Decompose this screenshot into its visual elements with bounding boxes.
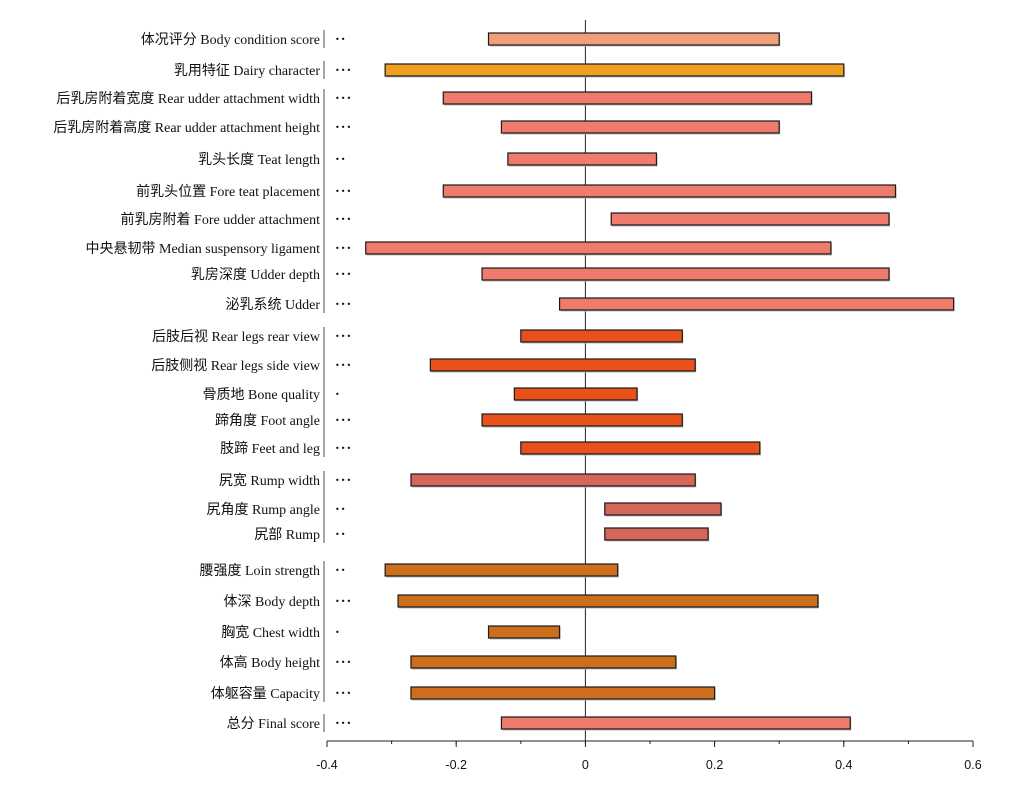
row-label: 体高 Body height — [220, 654, 320, 671]
row-label: 后乳房附着高度 Rear udder attachment height — [53, 119, 320, 136]
bar — [500, 716, 851, 730]
significance-marker: •• — [335, 505, 346, 514]
bar — [604, 527, 709, 541]
bar — [429, 358, 696, 372]
significance-marker: ••• — [335, 215, 352, 224]
bar — [384, 63, 845, 77]
row-label: 后肢侧视 Rear legs side view — [151, 358, 321, 374]
row-label: 后乳房附着宽度 Rear udder attachment width — [56, 90, 320, 107]
bar — [442, 184, 897, 198]
bar — [604, 502, 722, 516]
row-label: 总分 Final score — [227, 716, 320, 732]
significance-marker: ••• — [335, 300, 352, 309]
bar — [410, 686, 716, 700]
row-labels: 体况评分 Body condition score 乳用特征 Dairy char… — [53, 32, 321, 732]
bar — [410, 655, 677, 669]
significance-marker: ••• — [335, 597, 352, 606]
significance-marker: ••• — [335, 270, 352, 279]
significance-markers: ••••••••••••••••••••••••••••••••••••••••… — [335, 35, 352, 728]
significance-marker: ••• — [335, 332, 352, 341]
x-tick-label: 0.2 — [706, 758, 723, 772]
row-label: 前乳房附着 Fore udder attachment — [121, 211, 321, 228]
x-tick-label: -0.2 — [445, 758, 467, 772]
row-label: 体躯容量 Capacity — [211, 685, 320, 702]
bar — [410, 473, 696, 487]
significance-marker: ••• — [335, 444, 352, 453]
x-tick-label: -0.4 — [316, 758, 338, 772]
significance-marker: •• — [335, 155, 346, 164]
significance-marker: ••• — [335, 476, 352, 485]
significance-marker: ••• — [335, 689, 352, 698]
row-label: 乳房深度 Udder depth — [191, 267, 320, 283]
row-label: 尻角度 Rump angle — [206, 502, 320, 518]
row-label: 乳用特征 Dairy character — [174, 63, 320, 79]
significance-marker: ••• — [335, 719, 352, 728]
significance-marker: ••• — [335, 416, 352, 425]
bar — [520, 441, 761, 455]
row-label: 中央悬韧带 Median suspensory ligament — [86, 241, 321, 257]
bar — [397, 594, 819, 608]
significance-marker: ••• — [335, 658, 352, 667]
significance-marker: • — [335, 628, 341, 637]
significance-marker: ••• — [335, 244, 352, 253]
bar — [558, 297, 955, 311]
row-label: 体深 Body depth — [224, 594, 320, 610]
row-label: 后肢后视 Rear legs rear view — [152, 329, 321, 345]
x-tick-label: 0.6 — [964, 758, 981, 772]
bar — [507, 152, 658, 166]
x-axis: -0.4 -0.2 0 0.2 0.4 0.6 — [316, 740, 982, 772]
row-label: 体况评分 Body condition score — [141, 32, 320, 48]
row-label: 骨质地 Bone quality — [203, 387, 320, 403]
significance-marker: ••• — [335, 66, 352, 75]
bar — [384, 563, 619, 577]
bar — [520, 329, 683, 343]
row-label: 泌乳系统 Udder — [226, 297, 321, 313]
x-tick-label: 0 — [582, 758, 589, 772]
significance-marker: ••• — [335, 123, 352, 132]
bar — [610, 212, 890, 226]
row-label: 胸宽 Chest width — [221, 624, 320, 641]
significance-marker: • — [335, 390, 341, 399]
significance-marker: ••• — [335, 94, 352, 103]
bar — [487, 32, 780, 46]
bar — [513, 387, 638, 401]
row-label: 前乳头位置 Fore teat placement — [136, 183, 320, 200]
row-label: 肢蹄 Feet and leg — [220, 440, 320, 457]
significance-marker: ••• — [335, 187, 352, 196]
x-tick-label: 0.4 — [835, 758, 852, 772]
bars — [365, 32, 955, 731]
bar — [365, 241, 832, 255]
row-label: 乳头长度 Teat length — [198, 152, 320, 168]
bar — [481, 413, 683, 427]
row-label: 尻部 Rump — [254, 527, 320, 543]
row-label: 尻宽 Rump width — [219, 472, 320, 489]
significance-marker: •• — [335, 566, 346, 575]
bar — [442, 91, 813, 105]
row-label: 蹄角度 Foot angle — [215, 412, 320, 429]
significance-marker: •• — [335, 530, 346, 539]
bar — [487, 625, 561, 639]
row-label: 腰强度 Loin strength — [199, 563, 320, 579]
bar — [481, 267, 890, 281]
significance-marker: •• — [335, 35, 346, 44]
significance-marker: ••• — [335, 361, 352, 370]
bar — [500, 120, 780, 134]
